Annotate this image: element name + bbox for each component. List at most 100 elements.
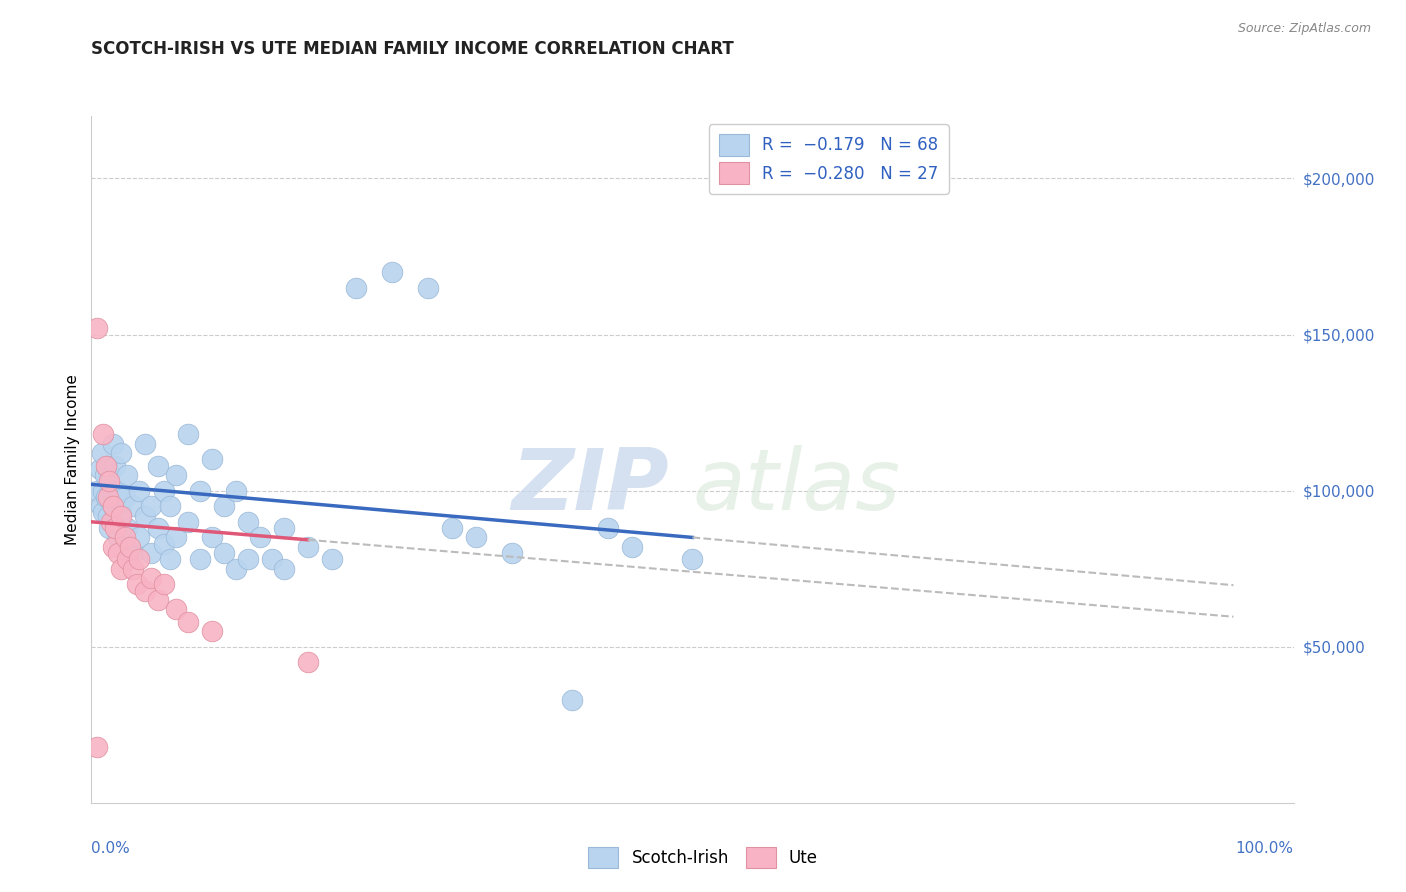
Point	[97, 508, 120, 523]
Point	[96, 458, 118, 473]
Point	[152, 537, 174, 551]
Point	[114, 490, 136, 504]
Point	[110, 446, 132, 460]
Point	[141, 571, 163, 585]
Point	[236, 515, 259, 529]
Text: SCOTCH-IRISH VS UTE MEDIAN FAMILY INCOME CORRELATION CHART: SCOTCH-IRISH VS UTE MEDIAN FAMILY INCOME…	[91, 40, 734, 58]
Point	[86, 739, 108, 754]
Point	[152, 577, 174, 591]
Point	[176, 615, 198, 629]
Point	[93, 427, 115, 442]
Point	[98, 475, 121, 489]
Text: 100.0%: 100.0%	[1236, 840, 1294, 855]
Point	[188, 483, 211, 498]
Point	[134, 508, 156, 523]
Point	[91, 446, 114, 460]
Point	[176, 515, 198, 529]
Point	[101, 500, 124, 514]
Point	[236, 552, 259, 566]
Point	[101, 540, 124, 554]
Point	[260, 552, 283, 566]
Point	[125, 577, 148, 591]
Point	[146, 458, 169, 473]
Point	[165, 468, 187, 483]
Point	[94, 458, 117, 473]
Point	[93, 505, 115, 519]
Point	[152, 483, 174, 498]
Text: ZIP: ZIP	[510, 445, 668, 528]
Point	[100, 515, 122, 529]
Point	[114, 530, 136, 544]
Point	[110, 508, 132, 523]
Point	[93, 468, 115, 483]
Point	[212, 500, 235, 514]
Point	[297, 655, 319, 669]
Point	[176, 427, 198, 442]
Point	[344, 281, 367, 295]
Point	[225, 562, 247, 576]
Point	[165, 530, 187, 544]
Point	[321, 552, 343, 566]
Point	[128, 552, 150, 566]
Point	[101, 500, 124, 514]
Point	[110, 562, 132, 576]
Point	[107, 546, 129, 560]
Text: Source: ZipAtlas.com: Source: ZipAtlas.com	[1237, 22, 1371, 36]
Point	[104, 515, 127, 529]
Text: 0.0%: 0.0%	[91, 840, 131, 855]
Point	[117, 552, 139, 566]
Point	[440, 521, 463, 535]
Point	[98, 521, 121, 535]
Point	[98, 475, 121, 489]
Y-axis label: Median Family Income: Median Family Income	[65, 374, 80, 545]
Point	[501, 546, 523, 560]
Legend: Scotch-Irish, Ute: Scotch-Irish, Ute	[582, 840, 824, 875]
Point	[165, 602, 187, 616]
Point	[273, 521, 295, 535]
Point	[201, 624, 224, 639]
Legend: R =  −0.179   N = 68, R =  −0.280   N = 27: R = −0.179 N = 68, R = −0.280 N = 27	[709, 124, 949, 194]
Point	[117, 468, 139, 483]
Point	[86, 483, 108, 498]
Point	[416, 281, 439, 295]
Point	[201, 452, 224, 467]
Point	[97, 490, 120, 504]
Point	[114, 540, 136, 554]
Point	[381, 265, 404, 279]
Point	[249, 530, 271, 544]
Point	[107, 483, 129, 498]
Point	[134, 583, 156, 598]
Point	[188, 552, 211, 566]
Point	[159, 552, 181, 566]
Point	[212, 546, 235, 560]
Point	[93, 483, 115, 498]
Point	[122, 562, 145, 576]
Point	[159, 500, 181, 514]
Point	[561, 692, 583, 706]
Point	[90, 500, 112, 514]
Point	[201, 530, 224, 544]
Point	[598, 521, 620, 535]
Point	[94, 490, 117, 504]
Point	[101, 437, 124, 451]
Point	[110, 505, 132, 519]
Point	[141, 546, 163, 560]
Point	[104, 458, 127, 473]
Text: atlas: atlas	[692, 445, 900, 528]
Point	[681, 552, 703, 566]
Point	[122, 546, 145, 560]
Point	[146, 593, 169, 607]
Point	[141, 500, 163, 514]
Point	[273, 562, 295, 576]
Point	[621, 540, 644, 554]
Point	[86, 321, 108, 335]
Point	[89, 462, 111, 476]
Point	[118, 540, 141, 554]
Point	[107, 530, 129, 544]
Point	[134, 437, 156, 451]
Point	[128, 530, 150, 544]
Point	[297, 540, 319, 554]
Point	[122, 500, 145, 514]
Point	[104, 521, 127, 535]
Point	[128, 483, 150, 498]
